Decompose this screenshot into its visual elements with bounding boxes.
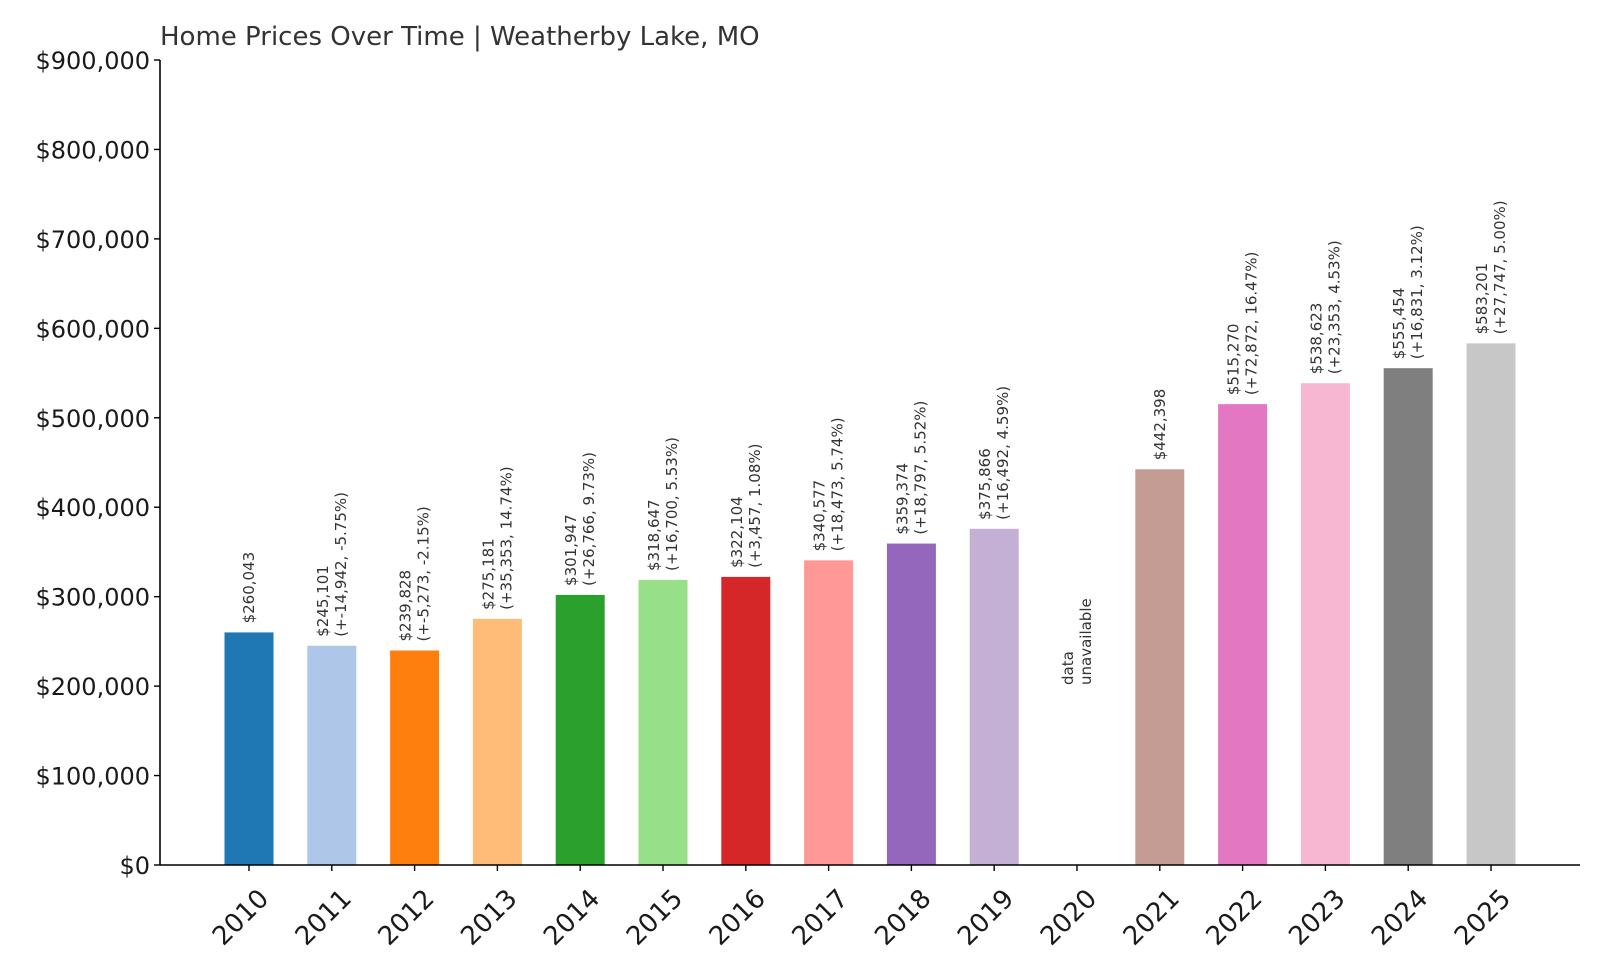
data-label: $322,104: [728, 496, 746, 568]
y-tick-label: $200,000: [35, 673, 150, 701]
data-label: $442,398: [1151, 389, 1169, 461]
y-tick-label: $100,000: [35, 763, 150, 791]
y-tick-label: $0: [119, 852, 150, 880]
bar: [1135, 469, 1185, 865]
y-tick-label: $700,000: [35, 226, 150, 254]
data-label: (+18,797, 5.52%): [911, 401, 929, 535]
bar: [804, 560, 854, 865]
data-labels-group: $260,043 $245,101 (+-14,942, -5.75%) $239,8…: [240, 200, 1509, 685]
data-label: data: [1059, 651, 1077, 685]
data-label: (+-14,942, -5.75%): [332, 492, 350, 637]
y-tick-label: $800,000: [35, 136, 150, 164]
data-label: (+26,766, 9.73%): [580, 452, 598, 586]
chart-title: Home Prices Over Time | Weatherby Lake, …: [160, 22, 760, 52]
data-label: (+16,492, 4.59%): [994, 386, 1012, 520]
bar: [224, 632, 274, 865]
x-tick-label: 2013: [455, 884, 523, 952]
data-label: $538,623: [1307, 303, 1325, 375]
bar: [555, 594, 605, 865]
bars-group: [224, 343, 1516, 865]
data-label: $359,374: [893, 463, 911, 535]
data-label: $245,101: [314, 565, 332, 637]
x-tick-label: 2011: [290, 884, 358, 952]
data-label: (+3,457, 1.08%): [746, 443, 764, 567]
x-tick-label: 2021: [1118, 884, 1186, 952]
data-label: $275,181: [479, 538, 497, 610]
bar: [886, 543, 936, 865]
bar: [472, 618, 522, 865]
data-label: $515,270: [1225, 324, 1243, 396]
y-tick-label: $900,000: [35, 47, 150, 75]
data-label: (+27,747, 5.00%): [1491, 200, 1509, 334]
data-label: $318,647: [645, 499, 663, 571]
bar: [721, 576, 771, 865]
bar: [638, 579, 688, 865]
data-label: $583,201: [1473, 263, 1491, 335]
y-tick-label: $400,000: [35, 494, 150, 522]
x-axis: 2010 2011 2012 2013 2014 2015 2016 2017 2018 2019…: [160, 864, 1580, 952]
data-label: (+18,473, 5.74%): [829, 417, 847, 551]
bar: [307, 645, 357, 865]
x-tick-label: 2025: [1449, 884, 1517, 952]
x-tick-label: 2020: [1035, 884, 1103, 952]
x-tick-label: 2010: [207, 884, 275, 952]
bar: [1300, 383, 1350, 865]
x-tick-label: 2022: [1201, 884, 1269, 952]
bar: [390, 650, 440, 865]
x-tick-label: 2016: [704, 884, 772, 952]
x-tick-label: 2024: [1366, 884, 1434, 952]
data-label: unavailable: [1077, 598, 1095, 685]
x-tick-label: 2012: [373, 884, 441, 952]
data-label: (+35,353, 14.74%): [497, 466, 515, 610]
data-label: (+72,872, 16.47%): [1243, 252, 1261, 396]
x-tick-label: 2019: [952, 884, 1020, 952]
data-label: $260,043: [240, 552, 258, 624]
x-tick-label: 2017: [787, 884, 855, 952]
data-label: $340,577: [811, 480, 829, 552]
data-label: $301,947: [562, 514, 580, 586]
data-label: (+16,700, 5.53%): [663, 437, 681, 571]
x-tick-label: 2018: [869, 884, 937, 952]
x-tick-label: 2023: [1283, 884, 1351, 952]
y-tick-label: $600,000: [35, 315, 150, 343]
data-label: (+-5,273, -2.15%): [415, 506, 433, 641]
data-label: $239,828: [397, 570, 415, 642]
data-label: $375,866: [976, 448, 994, 520]
bar: [1218, 404, 1268, 865]
y-tick-label: $500,000: [35, 405, 150, 433]
x-tick-label: 2015: [621, 884, 689, 952]
y-tick-label: $300,000: [35, 584, 150, 612]
bar: [1466, 343, 1516, 865]
data-label: (+16,831, 3.12%): [1408, 225, 1426, 359]
bar: [969, 528, 1019, 865]
bar: [1383, 368, 1433, 865]
x-tick-label: 2014: [538, 884, 606, 952]
data-label: $555,454: [1390, 288, 1408, 360]
y-axis: $0 $100,000 $200,000 $300,000 $400,000 $500,0…: [35, 47, 161, 880]
data-label: (+23,353, 4.53%): [1325, 240, 1343, 374]
